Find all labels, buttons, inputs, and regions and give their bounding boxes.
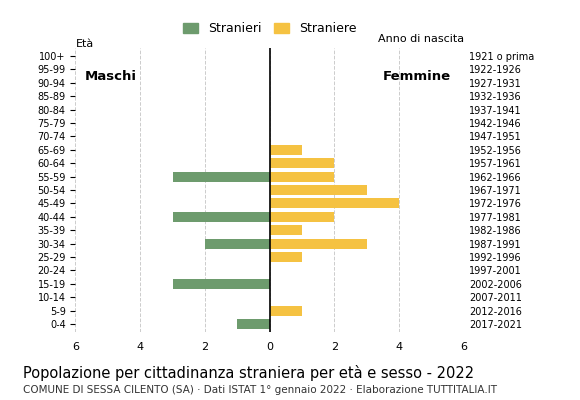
Bar [270,252,302,262]
Bar [270,238,367,249]
Bar [173,279,270,289]
Bar [237,319,270,329]
Bar [270,185,367,195]
Text: Età: Età [75,39,93,49]
Text: Anno di nascita: Anno di nascita [378,34,464,44]
Legend: Stranieri, Straniere: Stranieri, Straniere [178,17,361,40]
Bar [270,306,302,316]
Bar [270,158,335,168]
Bar [270,145,302,155]
Bar [270,212,335,222]
Bar [205,238,270,249]
Bar [270,225,302,235]
Bar [173,172,270,182]
Bar [173,212,270,222]
Text: COMUNE DI SESSA CILENTO (SA) · Dati ISTAT 1° gennaio 2022 · Elaborazione TUTTITA: COMUNE DI SESSA CILENTO (SA) · Dati ISTA… [23,385,497,395]
Bar [270,198,399,208]
Text: Popolazione per cittadinanza straniera per età e sesso - 2022: Popolazione per cittadinanza straniera p… [23,365,474,381]
Text: Femmine: Femmine [383,70,451,83]
Bar [270,172,335,182]
Text: Maschi: Maschi [85,70,137,83]
